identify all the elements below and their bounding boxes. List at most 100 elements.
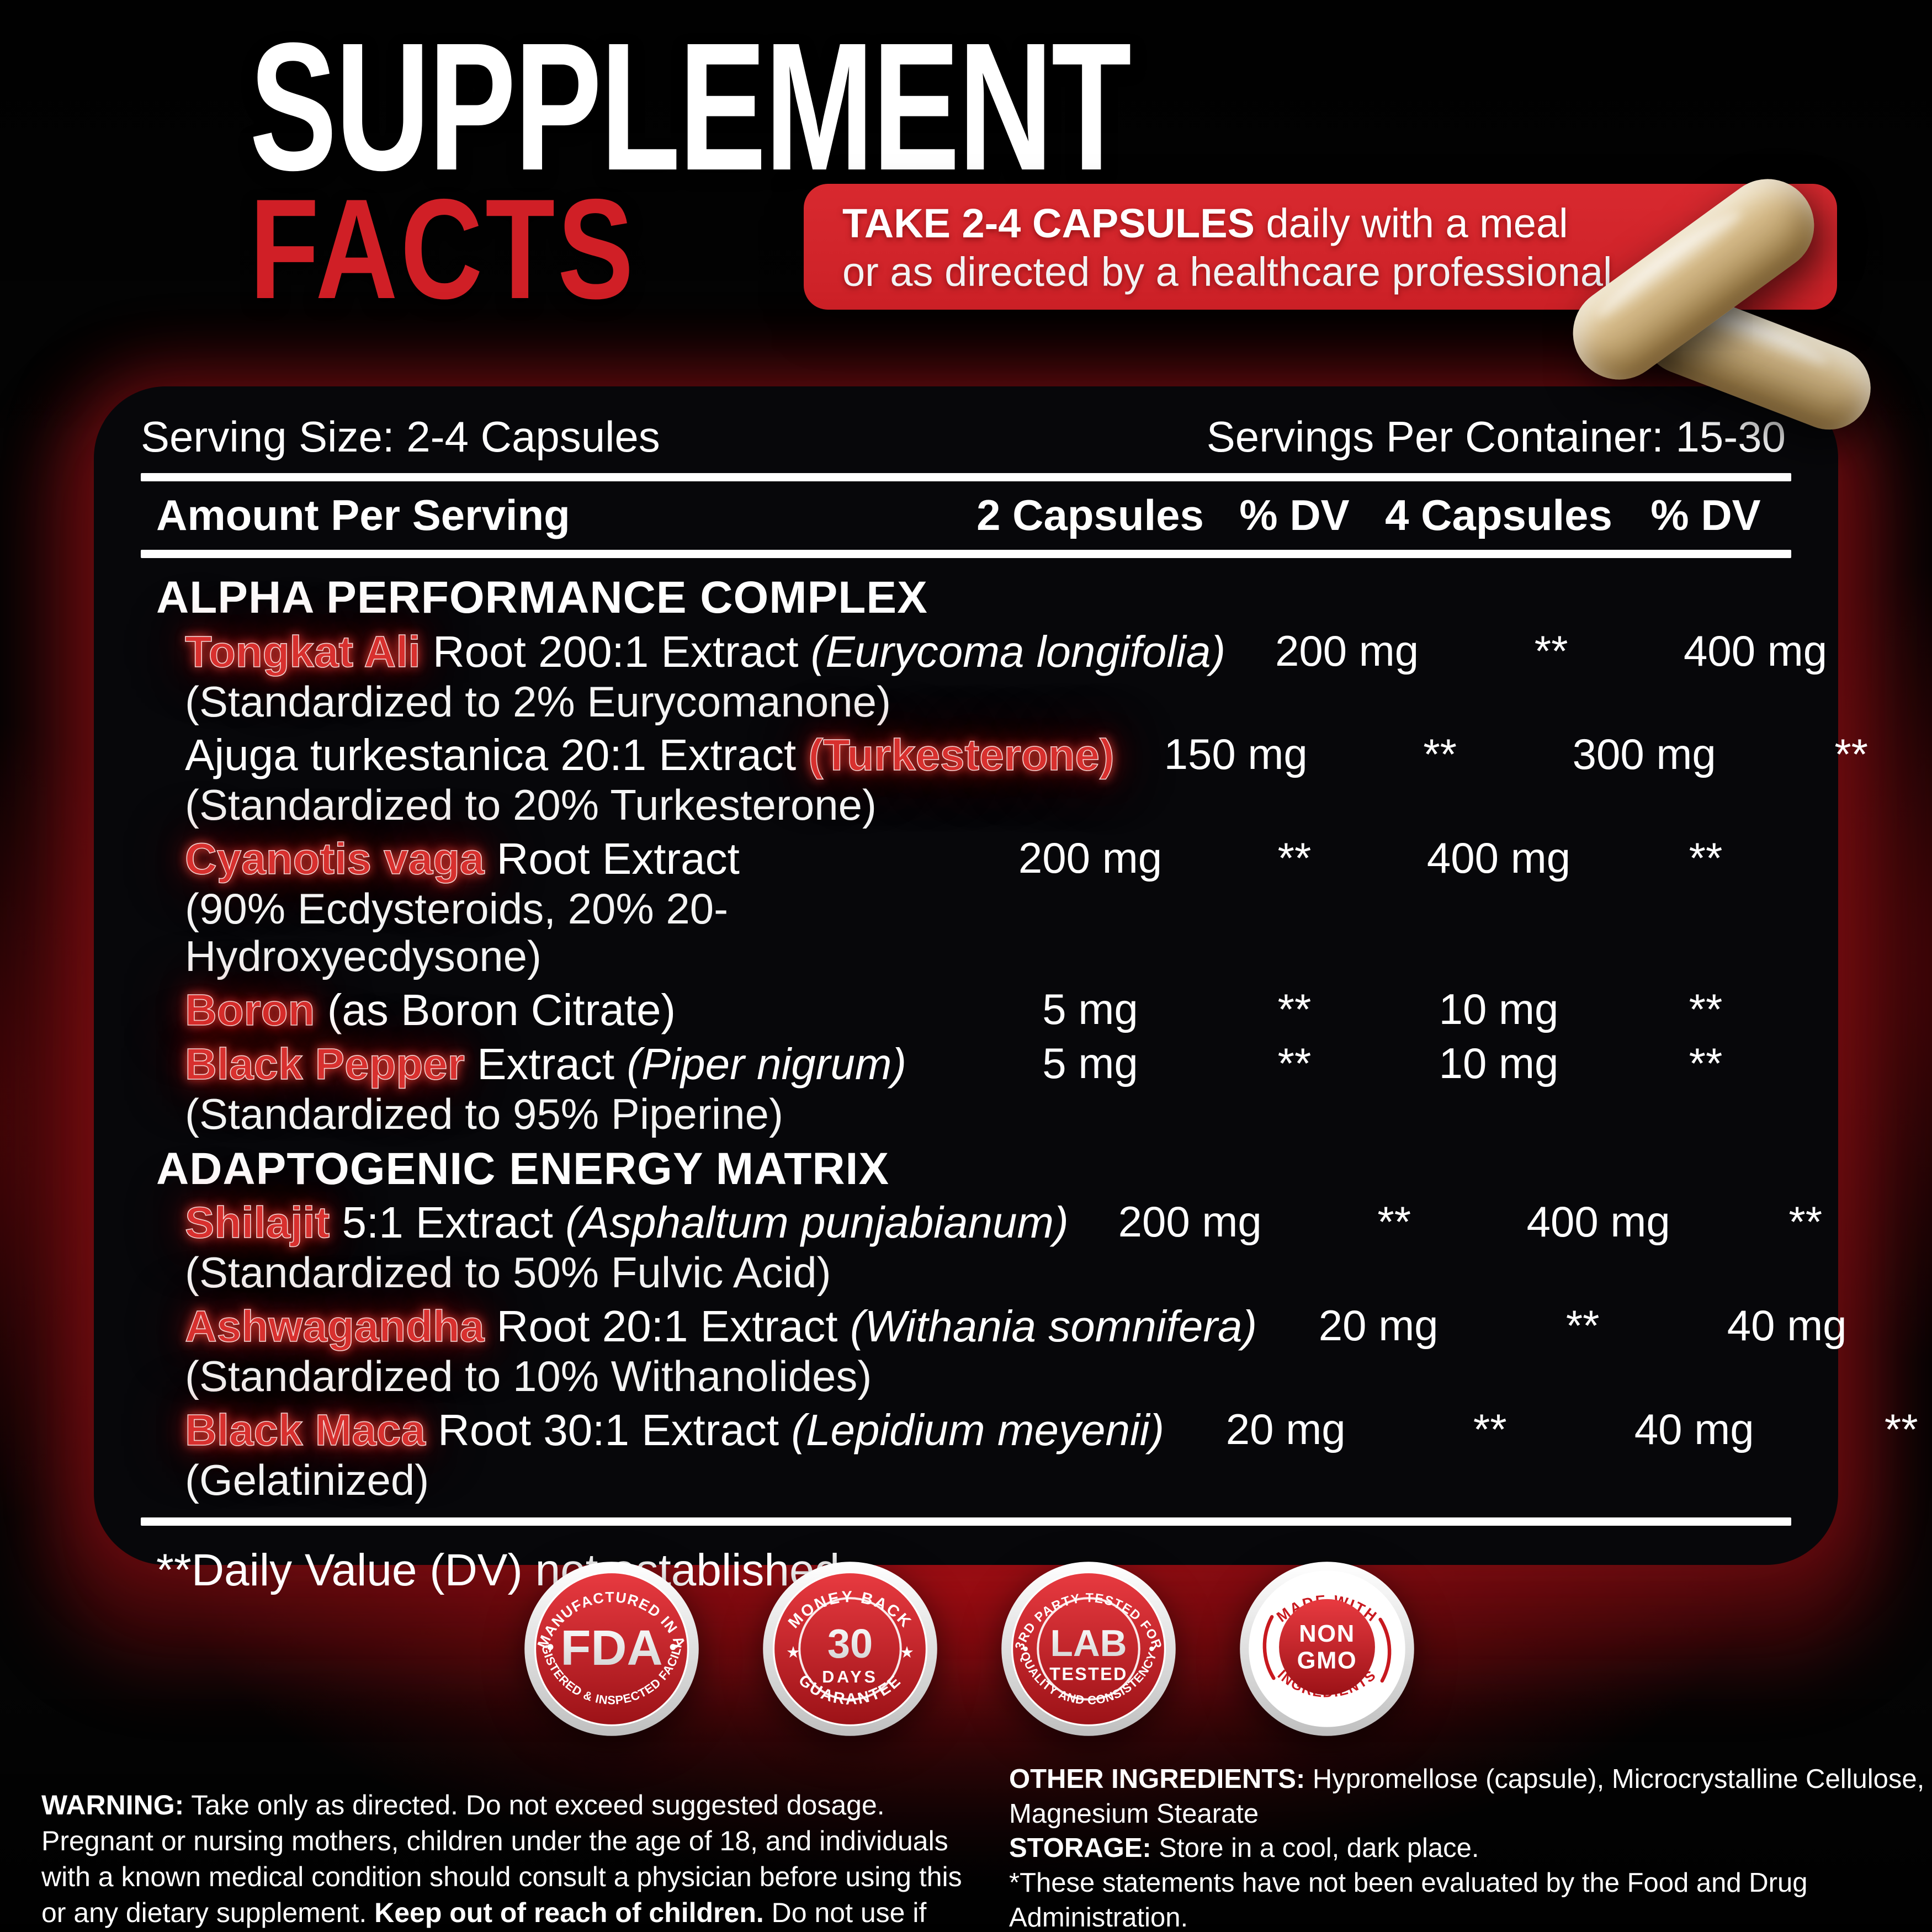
dv-2caps: ** <box>1473 1404 1507 1453</box>
ingredient-standardization: (90% Ecdysteroids, 20% 20-Hydroxyecdyson… <box>185 884 729 980</box>
servings-per-container: Servings Per Container: 15-30 <box>1206 412 1786 461</box>
certification-badges: MANUFACTURED IN A REGISTERED & INSPECTED… <box>523 1560 1416 1738</box>
table-row: Boron (as Boron Citrate) 5 mg ** 10 mg *… <box>141 984 1791 1034</box>
amount-2caps: 5 mg <box>1042 984 1138 1033</box>
section-title-alpha: ALPHA PERFORMANCE COMPLEX <box>156 572 928 623</box>
money-back-badge-icon: MONEY BACK GUARANTEE 30 DAYS ★ ★ <box>763 1562 937 1736</box>
dv-4caps: ** <box>1788 1197 1823 1246</box>
svg-text:FDA: FDA <box>560 1620 662 1676</box>
svg-text:30: 30 <box>827 1621 873 1666</box>
dv-2caps: ** <box>1423 730 1457 779</box>
keep-out-label: Keep out of reach of children. <box>374 1897 764 1928</box>
ingredient-highlight: Shilajit <box>184 1198 330 1248</box>
other-ingredients-block: OTHER INGREDIENTS: Hypromellose (capsule… <box>1009 1762 1928 1932</box>
table-row: Black Pepper Extract (Piper nigrum) (Sta… <box>141 1038 1791 1138</box>
dosage-bold: TAKE 2-4 CAPSULES <box>842 200 1255 246</box>
page-subtitle: FACTS <box>250 169 636 328</box>
amount-4caps: 10 mg <box>1439 984 1559 1033</box>
fda-disclaimer-1: *These statements have not been evaluate… <box>1009 1868 1808 1932</box>
ingredient-name-cell: Tongkat Ali Root 200:1 Extract (Eurycoma… <box>141 627 1226 726</box>
dv-4caps: ** <box>1689 834 1723 883</box>
ingredient-standardization: (Standardized to 50% Fulvic Acid) <box>185 1248 831 1297</box>
ingredient-latin: (Piper nigrum) <box>627 1039 907 1089</box>
ingredient-highlight: Boron <box>184 985 315 1034</box>
dv-4caps: ** <box>1834 730 1869 779</box>
ingredient-prefix: Ajuga turkestanica 20:1 Extract <box>185 730 809 780</box>
table-row: Black Maca Root 30:1 Extract (Lepidium m… <box>141 1404 1918 1504</box>
non-gmo-badge-icon: MADE WITH INGREDIENTS NON GMO <box>1240 1562 1414 1736</box>
ingredient-standardization: (Standardized to 10% Withanolides) <box>185 1352 872 1401</box>
ingredient-standardization: (Gelatinized) <box>185 1455 429 1504</box>
ingredient-standardization: (Standardized to 2% Eurycomanone) <box>185 677 891 726</box>
ingredient-desc: (as Boron Citrate) <box>315 985 676 1034</box>
serving-size: Serving Size: 2-4 Capsules <box>141 412 660 461</box>
table-row: Tongkat Ali Root 200:1 Extract (Eurycoma… <box>141 626 1827 726</box>
amount-2caps: 5 mg <box>1042 1038 1138 1087</box>
ingredient-desc: Root Extract <box>484 834 740 884</box>
ingredient-latin: (Asphaltum punjabianum) <box>565 1198 1069 1248</box>
fda-badge-icon: MANUFACTURED IN A REGISTERED & INSPECTED… <box>523 1560 699 1736</box>
section-title-adaptogenic: ADAPTOGENIC ENERGY MATRIX <box>156 1143 890 1194</box>
dv-2caps: ** <box>1277 1038 1312 1087</box>
warning-label: WARNING: <box>41 1790 184 1820</box>
amount-2caps: 20 mg <box>1318 1301 1439 1350</box>
amount-4caps: 300 mg <box>1572 730 1716 779</box>
amount-2caps: 150 mg <box>1164 730 1308 779</box>
table-header: Amount Per Serving 2 Capsules % DV 4 Cap… <box>141 491 1791 539</box>
svg-text:TESTED: TESTED <box>1049 1664 1127 1684</box>
ingredient-desc: Extract <box>464 1039 627 1089</box>
amount-2caps: 200 mg <box>1018 834 1163 883</box>
dv-2caps: ** <box>1277 984 1312 1033</box>
ingredient-highlight: (Turkesterone) <box>808 730 1115 780</box>
ingredient-name-cell: Ajuga turkestanica 20:1 Extract (Turkest… <box>141 730 1115 830</box>
dv-4caps: ** <box>1908 1302 1932 1350</box>
divider <box>141 549 1791 558</box>
amount-4caps: 40 mg <box>1727 1301 1847 1350</box>
amount-2caps: 200 mg <box>1118 1197 1262 1246</box>
svg-text:★: ★ <box>900 1644 914 1662</box>
table-row: Cyanotis vaga Root Extract (90% Ecdyster… <box>141 834 1791 980</box>
dv-2caps: ** <box>1565 1301 1600 1350</box>
amount-4caps: 10 mg <box>1439 1038 1559 1087</box>
ingredient-desc: 5:1 Extract <box>330 1198 566 1248</box>
storage: STORAGE: Store in a cool, dark place. <box>1009 1833 1479 1864</box>
ingredient-desc: Root 30:1 Extract <box>425 1405 792 1455</box>
svg-text:NON: NON <box>1299 1621 1355 1647</box>
table-row: Shilajit 5:1 Extract (Asphaltum punjabia… <box>141 1197 1822 1297</box>
ingredient-standardization: (Standardized to 20% Turkesterone) <box>185 781 877 830</box>
ingredient-desc: Root 20:1 Extract <box>484 1302 850 1351</box>
dv-4caps: ** <box>1689 984 1723 1033</box>
header-dv-b: % DV <box>1650 491 1761 540</box>
dosage-line1: TAKE 2-4 CAPSULES daily with a meal <box>842 200 1837 247</box>
amount-2caps: 200 mg <box>1275 626 1419 675</box>
ingredient-latin: (Lepidium meyenii) <box>791 1405 1165 1455</box>
dv-2caps: ** <box>1534 626 1568 675</box>
divider <box>141 1517 1791 1526</box>
svg-text:★: ★ <box>786 1644 800 1662</box>
ingredient-desc: Root 200:1 Extract <box>420 627 811 676</box>
table-row: Ajuga turkestanica 20:1 Extract (Turkest… <box>141 730 1868 830</box>
ingredient-latin: (Eurycoma longifolia) <box>810 627 1226 676</box>
warning-text: WARNING: Take only as directed. Do not e… <box>41 1790 962 1928</box>
divider <box>141 473 1791 482</box>
capsules-image <box>1546 160 1888 442</box>
amount-4caps: 400 mg <box>1426 834 1571 883</box>
amount-4caps: 400 mg <box>1683 626 1828 675</box>
other-ingredients: OTHER INGREDIENTS: Hypromellose (capsule… <box>1009 1764 1925 1829</box>
dosage-rest: daily with a meal <box>1254 200 1568 246</box>
ingredient-highlight: Black Pepper <box>184 1039 465 1089</box>
dv-2caps: ** <box>1377 1197 1411 1246</box>
ingredient-name-cell: Boron (as Boron Citrate) <box>141 985 969 1034</box>
svg-text:GMO: GMO <box>1297 1647 1357 1674</box>
ingredient-name-cell: Black Maca Root 30:1 Extract (Lepidium m… <box>141 1405 1165 1504</box>
amount-4caps: 40 mg <box>1634 1404 1754 1453</box>
dosage-line2: or as directed by a healthcare professio… <box>842 249 1624 295</box>
ingredient-standardization: (Standardized to 95% Piperine) <box>185 1089 783 1138</box>
ingredient-latin: (Withania somnifera) <box>850 1302 1257 1351</box>
amount-2caps: 20 mg <box>1225 1404 1346 1453</box>
header-dv-a: % DV <box>1239 491 1350 540</box>
ingredient-name-cell: Shilajit 5:1 Extract (Asphaltum punjabia… <box>141 1198 1069 1297</box>
svg-text:DAYS: DAYS <box>822 1668 878 1686</box>
ingredient-name-cell: Black Pepper Extract (Piper nigrum) (Sta… <box>141 1039 969 1138</box>
